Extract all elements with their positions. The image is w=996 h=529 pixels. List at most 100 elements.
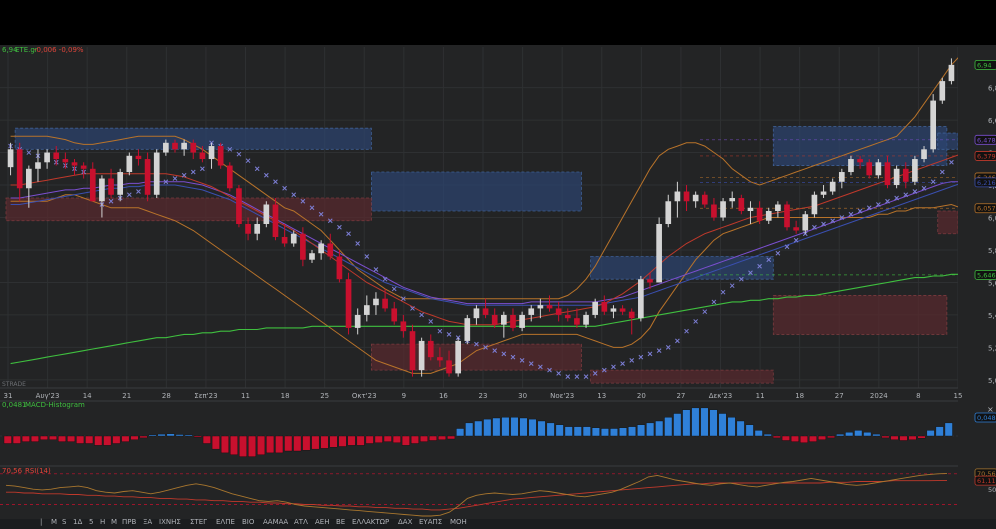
macd-bar	[383, 435, 392, 442]
sar-mark	[729, 283, 735, 289]
sar-mark	[364, 254, 370, 259]
candle-body	[217, 146, 224, 166]
sar-mark	[939, 169, 945, 175]
macd-bar	[248, 435, 257, 457]
sar-mark	[702, 309, 708, 315]
sar-mark	[738, 276, 744, 282]
macd-bar	[374, 435, 383, 443]
candle-body	[163, 142, 169, 153]
toolbar-item[interactable]: ΒΕ	[336, 518, 346, 526]
macd-bar	[546, 422, 555, 437]
toolbar-item[interactable]: ΕΛΠΕ	[216, 518, 235, 526]
rsi-tag-label: 70,56	[977, 470, 996, 478]
toolbar-item[interactable]: S	[62, 518, 67, 526]
sar-mark	[483, 345, 488, 350]
macd-bar	[3, 435, 12, 444]
toolbar-item[interactable]: ΠΡΒ	[122, 518, 137, 526]
header-change: -0,006 -0,09%	[34, 46, 84, 54]
toolbar-item[interactable]: ΙΧΝΗΣ	[159, 518, 181, 526]
header-symbol: ETE.gr	[15, 46, 38, 54]
candle-body	[747, 207, 754, 212]
toolbar-item[interactable]: ΔΑΧ	[398, 518, 413, 526]
candle-body	[427, 340, 434, 358]
toolbar-item[interactable]: M	[51, 518, 58, 526]
price-tag-label: 6,2164	[977, 179, 996, 187]
toolbar-item[interactable]: ΣΤΕΓ	[190, 518, 208, 526]
candle-body	[327, 243, 334, 257]
toolbar-item[interactable]: 1Δ	[73, 518, 83, 526]
macd-bar	[329, 435, 338, 448]
macd-bar	[510, 417, 519, 437]
candle-body	[802, 214, 809, 231]
macd-bar	[392, 435, 401, 443]
macd-bar	[619, 427, 627, 437]
macd-bar	[736, 420, 745, 437]
sar-mark	[638, 354, 644, 360]
sar-mark	[912, 189, 918, 194]
macd-bar	[772, 435, 781, 439]
toolbar-item[interactable]: M	[111, 518, 118, 526]
macd-bar	[67, 435, 76, 442]
date-tick-label: 13	[597, 392, 606, 400]
candle-body	[7, 149, 14, 168]
macd-bar	[456, 428, 465, 437]
candle-body	[592, 301, 599, 315]
candle-body	[738, 198, 745, 212]
labels-layer: 6,94 ETE.gr -0,006 -0,09% STRADE 0,0481 MA…	[2, 46, 85, 475]
toolbar-item[interactable]: ΞΑ	[143, 518, 153, 526]
toolbar-item[interactable]: 5	[89, 518, 94, 526]
sar-mark	[894, 195, 899, 201]
macd-bar	[311, 435, 320, 450]
macd-bar	[799, 435, 808, 443]
macd-bar	[872, 433, 881, 437]
toolbar-item[interactable]: ΕΥΑΠΣ	[419, 518, 443, 526]
macd-bar	[220, 435, 229, 454]
candle-body	[875, 162, 882, 176]
macd-bar	[935, 426, 944, 437]
candle-body	[692, 194, 699, 202]
toolbar-item[interactable]: ΑΑΜΑΑ	[263, 518, 289, 526]
macd-bar	[229, 435, 238, 455]
toolbar-item[interactable]: ΑΕΗ	[315, 518, 330, 526]
macd-bar	[30, 435, 39, 442]
candle-body	[921, 149, 927, 160]
toolbar-item[interactable]: H	[100, 518, 106, 526]
candle-body	[720, 201, 726, 218]
candle-body	[208, 146, 215, 160]
date-tick-label: Σεπ'23	[194, 392, 217, 400]
candle-body	[628, 311, 635, 319]
price-tick-label: 6,0	[988, 215, 996, 223]
date-tick-label: 9	[402, 392, 406, 400]
price-tick-label: 5,6	[988, 279, 996, 287]
candle-body	[711, 204, 717, 218]
date-tick-label: 21	[122, 392, 131, 400]
toolbar-item[interactable]: |	[40, 518, 43, 526]
price-tag-box	[974, 177, 996, 188]
candle-body	[564, 314, 571, 319]
candle-body	[848, 159, 854, 173]
toolbar-item[interactable]: ΑΤΛ	[294, 518, 308, 526]
candle-body	[400, 321, 407, 332]
candle-body	[190, 142, 197, 153]
macd-bar	[112, 435, 121, 444]
macd-bar	[564, 426, 573, 437]
candle-body	[829, 181, 836, 192]
candle-body	[464, 318, 471, 341]
candle-body	[226, 165, 233, 189]
toolbar-item[interactable]: ΕΛΛΑΚΤΩΡ	[352, 518, 390, 526]
date-tick-label: 14	[83, 392, 92, 400]
candle-body	[245, 223, 251, 234]
macd-value-label: 0,0481	[2, 401, 27, 409]
macd-bar	[410, 435, 419, 444]
toolbar-item[interactable]: ΜΟΗ	[450, 518, 467, 526]
candle-body	[354, 314, 361, 328]
toolbar-item[interactable]: ΒΙΟ	[242, 518, 255, 526]
candle-body	[99, 178, 105, 202]
candle-body	[501, 314, 507, 325]
sar-mark	[903, 192, 909, 198]
sar-mark	[748, 270, 753, 276]
macd-bar	[664, 417, 673, 437]
sar-mark	[300, 198, 306, 204]
rsi-signal-tag-label: 61,11	[977, 477, 996, 485]
candle-body	[775, 204, 781, 212]
